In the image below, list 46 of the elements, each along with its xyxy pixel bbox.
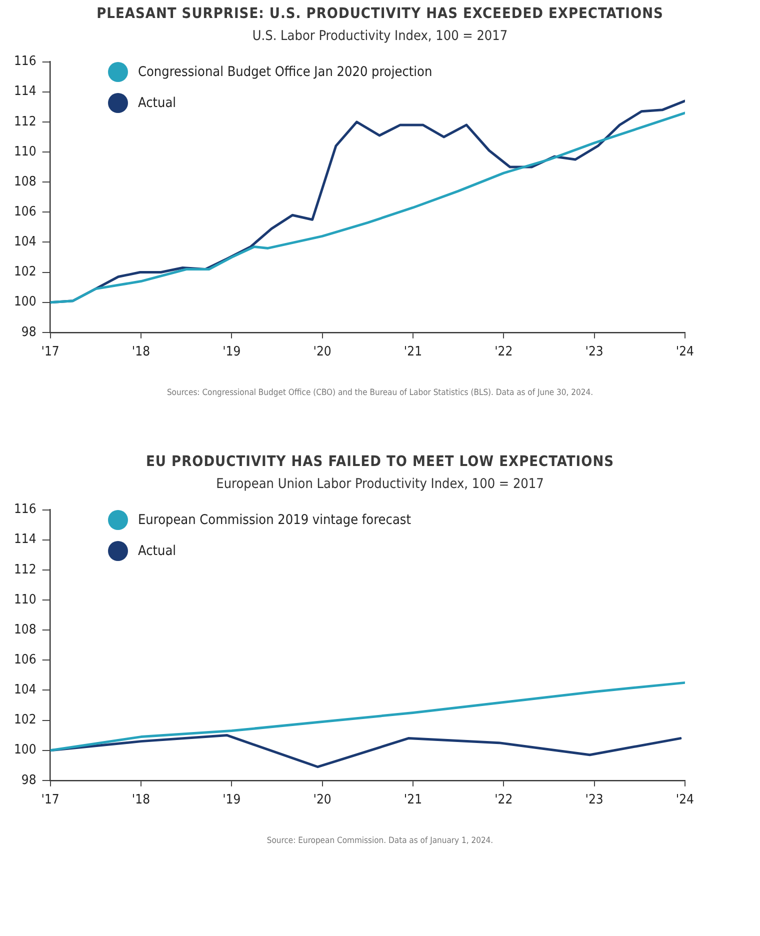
- x-tick-label: '18: [132, 792, 150, 808]
- x-tick-label: '17: [41, 344, 60, 360]
- x-tick-label: '17: [41, 792, 60, 808]
- y-tick-label: 114: [14, 532, 36, 548]
- y-tick-label: 112: [14, 114, 36, 130]
- y-tick-label: 110: [14, 592, 36, 608]
- y-tick-label: 104: [14, 682, 36, 698]
- chart-title: PLEASANT SURPRISE: U.S. PRODUCTIVITY HAS EXCEEDED EXPECTATIONS: [96, 6, 664, 22]
- x-tick-label: '19: [222, 344, 241, 360]
- x-tick-label: '22: [494, 792, 513, 808]
- legend-label: Congressional Budget Office Jan 2020 projection: [138, 64, 432, 80]
- chart-title: EU PRODUCTIVITY HAS FAILED TO MEET LOW EXPECTATIONS: [144, 454, 616, 470]
- x-tick-label: '20: [313, 792, 332, 808]
- y-tick-label: 102: [14, 712, 36, 728]
- y-tick-label: 116: [14, 54, 36, 70]
- source-note: Sources: Congressional Budget Office (CBO) and the Bureau of Labor Statistics (BLS). Data as of June 30, 2024.: [166, 388, 594, 400]
- x-tick-label: '18: [132, 344, 150, 360]
- x-tick-label: '21: [404, 344, 422, 360]
- x-tick-label: '21: [404, 792, 422, 808]
- legend-label: Actual: [138, 542, 176, 558]
- x-tick-label: '23: [585, 792, 604, 808]
- y-tick-label: 104: [14, 234, 36, 250]
- x-tick-label: '24: [676, 344, 694, 360]
- x-tick-label: '19: [222, 792, 241, 808]
- y-tick-label: 108: [14, 174, 36, 190]
- y-tick-label: 102: [14, 264, 36, 280]
- y-tick-label: 98: [21, 772, 36, 788]
- y-tick-label: 106: [14, 204, 36, 220]
- legend-label: Actual: [138, 94, 176, 110]
- y-tick-label: 114: [14, 84, 36, 100]
- y-tick-label: 100: [14, 742, 36, 758]
- y-tick-label: 100: [14, 294, 36, 310]
- chart-subtitle: U.S. Labor Productivity Index, 100 = 2017: [251, 28, 509, 44]
- x-tick-label: '20: [313, 344, 332, 360]
- y-tick-label: 110: [14, 144, 36, 160]
- y-tick-label: 116: [14, 502, 36, 518]
- legend-label: European Commission 2019 vintage forecast: [138, 512, 411, 528]
- chart-subtitle: European Union Labor Productivity Index, 100 = 2017: [215, 476, 545, 492]
- y-tick-label: 108: [14, 622, 36, 638]
- x-tick-label: '24: [676, 792, 694, 808]
- source-note: Source: European Commission. Data as of January 1, 2024.: [266, 836, 494, 848]
- y-tick-label: 106: [14, 652, 36, 668]
- y-tick-label: 98: [21, 324, 36, 340]
- y-tick-label: 112: [14, 562, 36, 578]
- x-tick-label: '23: [585, 344, 604, 360]
- x-tick-label: '22: [494, 344, 513, 360]
